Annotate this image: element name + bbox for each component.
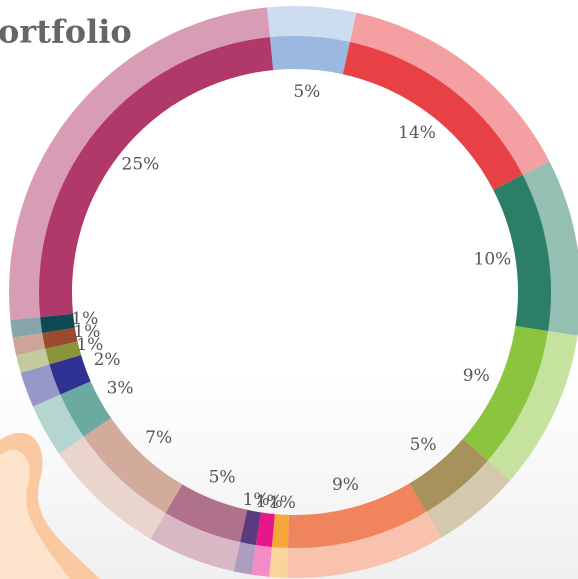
data-label: 5% [293, 82, 320, 102]
data-label: 9% [332, 475, 359, 495]
donut-segment [270, 36, 350, 74]
data-label: 3% [107, 379, 134, 399]
data-label: 5% [410, 435, 437, 455]
chart: ortfolio 5%14%10%9%5%9%1%1%1%5%7%3%2%1%1… [0, 0, 578, 579]
data-label: 25% [122, 155, 160, 175]
data-label: 1% [243, 490, 270, 510]
data-label: 14% [398, 123, 436, 143]
data-label: 9% [463, 366, 490, 386]
donut-segment [39, 37, 273, 317]
outer-ring-segment [269, 546, 288, 578]
donut-segment [272, 514, 289, 548]
page: ortfolio 5%14%10%9%5%9%1%1%1%5%7%3%2%1%1… [0, 0, 578, 579]
data-label: 7% [145, 428, 172, 448]
chart-title: ortfolio [0, 13, 132, 51]
data-label: 5% [209, 468, 236, 488]
data-label: 1% [71, 309, 98, 329]
data-label: 10% [474, 249, 512, 269]
